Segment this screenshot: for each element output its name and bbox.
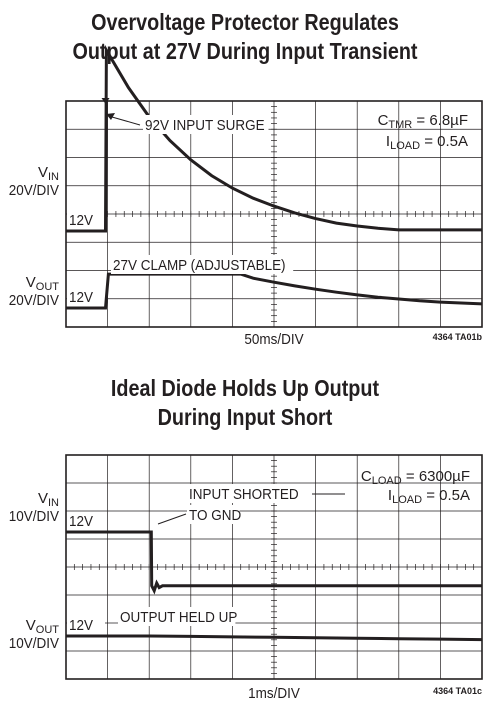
scope-frame xyxy=(65,454,483,680)
channel-1-ground-label-bg xyxy=(67,616,105,633)
channel-1-ground-label-bg xyxy=(67,288,105,305)
condition-1: ILOAD = 0.5A xyxy=(388,487,470,506)
xlabel-bg xyxy=(234,330,314,348)
channel-1-name: VOUT xyxy=(26,274,60,293)
annotation-text: 27V CLAMP (ADJUSTABLE) xyxy=(113,257,286,274)
annotation-bg xyxy=(118,607,236,626)
figure-code: 4364 TA01b xyxy=(433,332,483,342)
top-chart-title-line1: Overvoltage Protector Regulates xyxy=(91,9,399,35)
channel-0-name: VIN xyxy=(38,164,59,183)
figure-code: 4364 TA01c xyxy=(433,686,482,696)
annotation-bg xyxy=(187,505,240,524)
channel-1-scale: 20V/DIV xyxy=(9,292,60,309)
channel-0-ground-label-bg xyxy=(67,512,105,529)
x-axis-label: 1ms/DIV xyxy=(248,685,300,702)
scope-frame xyxy=(65,100,483,328)
annotation-leader-line xyxy=(111,116,141,126)
annotation-arrowhead xyxy=(106,113,115,120)
channel-1-name: VOUT xyxy=(26,617,60,636)
condition-0: CTMR = 6.8µF xyxy=(378,112,468,131)
channel-0-ground-label: 12V xyxy=(69,212,93,229)
annotation-bg xyxy=(187,484,297,503)
trace-vin xyxy=(66,44,482,233)
channel-1-ground-label: 12V xyxy=(69,289,93,306)
trace-vout xyxy=(66,272,483,310)
annotation-text: 92V INPUT SURGE xyxy=(145,117,265,134)
condition-1: ILOAD = 0.5A xyxy=(386,133,468,152)
bottom-chart-title-line1: Ideal Diode Holds Up Output xyxy=(110,375,380,401)
trigger-marker xyxy=(101,98,110,104)
annotation-bg xyxy=(143,115,269,134)
condition-0: CLOAD = 6300µF xyxy=(361,468,470,487)
channel-1-ground-label: 12V xyxy=(69,617,93,634)
xlabel-bg xyxy=(234,684,314,702)
annotation-text: INPUT SHORTED xyxy=(189,486,299,503)
channel-0-scale: 20V/DIV xyxy=(9,182,60,199)
channel-0-scale: 10V/DIV xyxy=(9,508,60,525)
top-chart-title-line2: Output at 27V During Input Transient xyxy=(72,38,418,64)
channel-0-ground-label: 12V xyxy=(69,513,93,530)
annotation-text: OUTPUT HELD UP xyxy=(120,609,237,626)
channel-0-name: VIN xyxy=(38,490,59,509)
annotation-text: TO GND xyxy=(189,507,241,524)
channel-0-ground-label-bg xyxy=(67,211,105,228)
annotation-leader-line xyxy=(157,513,187,525)
bottom-chart-title-line2: During Input Short xyxy=(157,404,333,430)
annotation-bg xyxy=(111,255,294,274)
trace-vout xyxy=(66,634,483,642)
trace-vin xyxy=(66,530,482,595)
channel-1-scale: 10V/DIV xyxy=(9,635,60,652)
x-axis-label: 50ms/DIV xyxy=(244,331,304,348)
